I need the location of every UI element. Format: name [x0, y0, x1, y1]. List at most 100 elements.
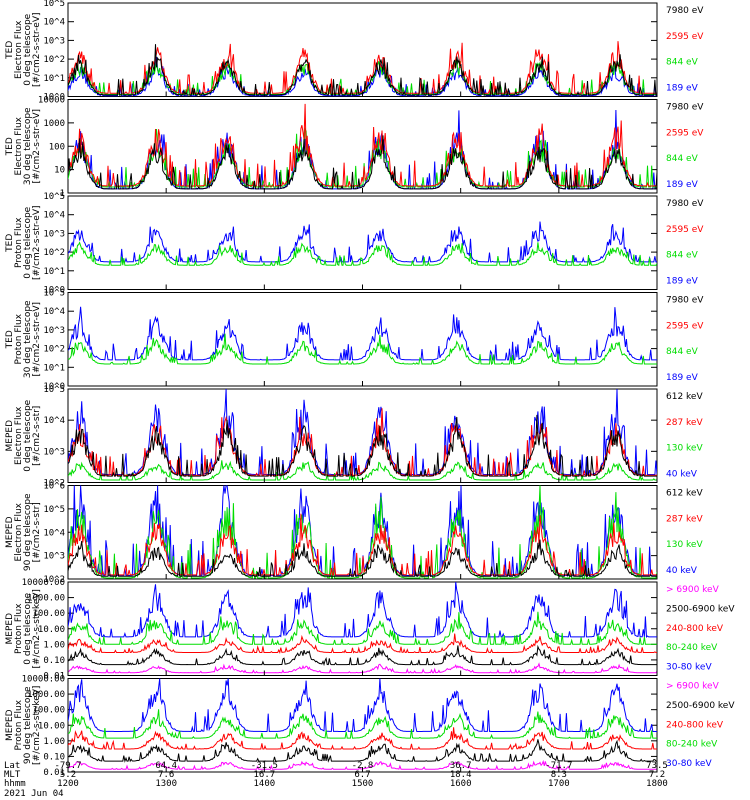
legend-entry: 2500-6900 keV — [666, 701, 735, 711]
y-axis-label-line: 30 deg telescope — [23, 107, 33, 185]
series-trace-30-80-kev — [68, 582, 657, 638]
data-traces — [68, 389, 657, 482]
series-trace-844-ev — [68, 241, 657, 266]
y-axis-label-line: Proton Flux — [14, 603, 24, 654]
x-row-label-lat: Lat — [4, 761, 20, 771]
y-tick-label: 10^4 — [43, 307, 65, 317]
y-axis-label-line: 0 deg telescope — [23, 592, 33, 664]
x-tick-mlt: 7.6 — [158, 770, 174, 780]
x-tick-mlt: 8.3 — [551, 770, 567, 780]
y-axis-label-line: Proton Flux — [14, 313, 24, 364]
legend-entry: 287 keV — [666, 514, 703, 524]
y-tick-label: 10^2 — [43, 345, 65, 355]
x-tick-lat: -31.5 — [251, 761, 278, 771]
y-axis-label-line: MEPED — [5, 709, 15, 741]
y-tick-label: 10^3 — [43, 447, 65, 457]
panel-4: 10^0 10^1 10^2 10^3 10^4 10^5 TED Proton Flux 30… — [5, 289, 704, 393]
y-tick-label: 10^3 — [43, 36, 65, 46]
y-axis-label-line: MEPED — [5, 613, 15, 645]
legend-entry: > 6900 keV — [666, 682, 720, 692]
x-row-label-hhmm: hhmm — [4, 779, 26, 789]
legend-entry: 40 keV — [666, 566, 698, 576]
y-tick-label: 0.10 — [43, 656, 65, 666]
y-tick-label: 10^4 — [43, 416, 65, 426]
legend-entry: 30-80 keV — [666, 663, 712, 673]
panel-1: 10^0 10^1 10^2 10^3 10^4 10^5 TED Electron Flux… — [5, 0, 704, 103]
data-traces — [68, 306, 657, 366]
legend-entry: > 6900 keV — [666, 585, 720, 595]
series-trace-2500-6900-kev — [68, 739, 657, 763]
y-tick-label: 100.00 — [32, 706, 65, 716]
y-tick-label: 10^2 — [43, 479, 65, 489]
x-tick-mlt: 5.2 — [60, 770, 76, 780]
y-axis-label-line: 90 deg telescope — [23, 686, 33, 764]
y-tick-label: 1 — [60, 189, 65, 199]
series-trace-189-ev — [68, 306, 657, 361]
y-tick-label: 10^1 — [43, 363, 65, 373]
y-axis-label-line: Proton Flux — [14, 217, 24, 268]
data-traces — [68, 221, 657, 266]
series-trace-2500-6900-kev — [68, 644, 657, 667]
y-tick-label: 10^4 — [43, 211, 65, 221]
y-axis-label-line: 0 deg telescope — [23, 399, 33, 471]
y-axis-label-line: Proton Flux — [14, 699, 24, 750]
x-tick-mlt: 7.2 — [649, 770, 665, 780]
legend-entry: 240-800 keV — [666, 624, 724, 634]
y-tick-label: 10000.00 — [22, 675, 65, 685]
y-tick-label: 10^0 — [43, 93, 65, 103]
y-axis-label-line: Electron Flux — [14, 20, 24, 79]
y-axis-label-line: [#/cm2-s-str] — [32, 502, 42, 562]
legend-entry: 130 keV — [666, 444, 703, 454]
y-tick-label: 10^5 — [43, 0, 65, 9]
panel-8: 0.01 0.10 1.00 10.00 100.00 1000.00 10000.00 ME… — [5, 675, 735, 779]
series-trace-844-ev — [68, 333, 657, 366]
y-tick-label: 10^2 — [43, 55, 65, 65]
legend-entry: 844 eV — [666, 251, 699, 261]
y-tick-label: 10^0 — [43, 286, 65, 296]
y-tick-label: 10^5 — [43, 385, 65, 395]
legend-entry: 80-240 keV — [666, 643, 718, 653]
data-traces — [68, 103, 657, 190]
y-axis-label-line: [#/cm2-s-str-eV] — [32, 302, 42, 377]
panel-7: 0.01 0.10 1.00 10.00 100.00 1000.00 10000.00 ME… — [5, 578, 735, 682]
x-tick-lat: -2.8 — [352, 761, 374, 771]
panel-frame — [67, 195, 658, 290]
x-tick-mlt: 16.7 — [253, 770, 275, 780]
y-tick-label: 10^5 — [43, 192, 65, 202]
legend-entry: 612 keV — [666, 489, 703, 499]
y-tick-label: 10^5 — [43, 289, 65, 299]
x-tick-mlt: 18.4 — [450, 770, 472, 780]
y-axis-label-line: [#/cm2-s-str-eV] — [32, 205, 42, 280]
y-axis-label-line: [#/cm2-s-str-eV] — [32, 12, 42, 87]
legend-entry: 844 eV — [666, 154, 699, 164]
y-axis-label-line: [#/cm2-s-str] — [32, 406, 42, 466]
legend-entry: 7980 eV — [666, 199, 704, 209]
y-tick-label: 10^2 — [43, 575, 65, 585]
series-trace-612-kev — [68, 414, 657, 477]
legend-entry: 2500-6900 keV — [666, 604, 735, 614]
y-tick-label: 0.01 — [43, 768, 65, 778]
y-axis-label-line: MEPED — [5, 516, 15, 548]
panel-6: 10^2 10^3 10^4 10^5 10^6 MEPED Electron Flux 90… — [5, 482, 703, 586]
legend-entry: 844 eV — [666, 347, 699, 357]
y-tick-label: 10^6 — [43, 482, 65, 492]
series-trace-2595-ev — [68, 103, 657, 187]
panel-frame — [67, 2, 658, 97]
y-tick-label: 10^0 — [43, 382, 65, 392]
legend-entry: 189 eV — [666, 84, 699, 94]
y-tick-label: 1000 — [43, 119, 65, 129]
data-traces — [68, 582, 657, 674]
y-tick-label: 100.00 — [32, 609, 65, 619]
legend-entry: 189 eV — [666, 277, 699, 287]
x-tick-hhmm: 1200 — [57, 779, 79, 789]
y-axis-label-line: TED — [5, 234, 15, 253]
y-tick-label: 1000.00 — [27, 690, 65, 700]
y-tick-label: 100 — [49, 142, 65, 152]
legend-entry: 240-800 keV — [666, 720, 724, 730]
series-trace-130-kev — [68, 460, 657, 482]
y-tick-label: 10000 — [38, 96, 65, 106]
x-row-label-mlt: MLT — [4, 770, 21, 780]
x-tick-lat: -79.7 — [54, 761, 81, 771]
